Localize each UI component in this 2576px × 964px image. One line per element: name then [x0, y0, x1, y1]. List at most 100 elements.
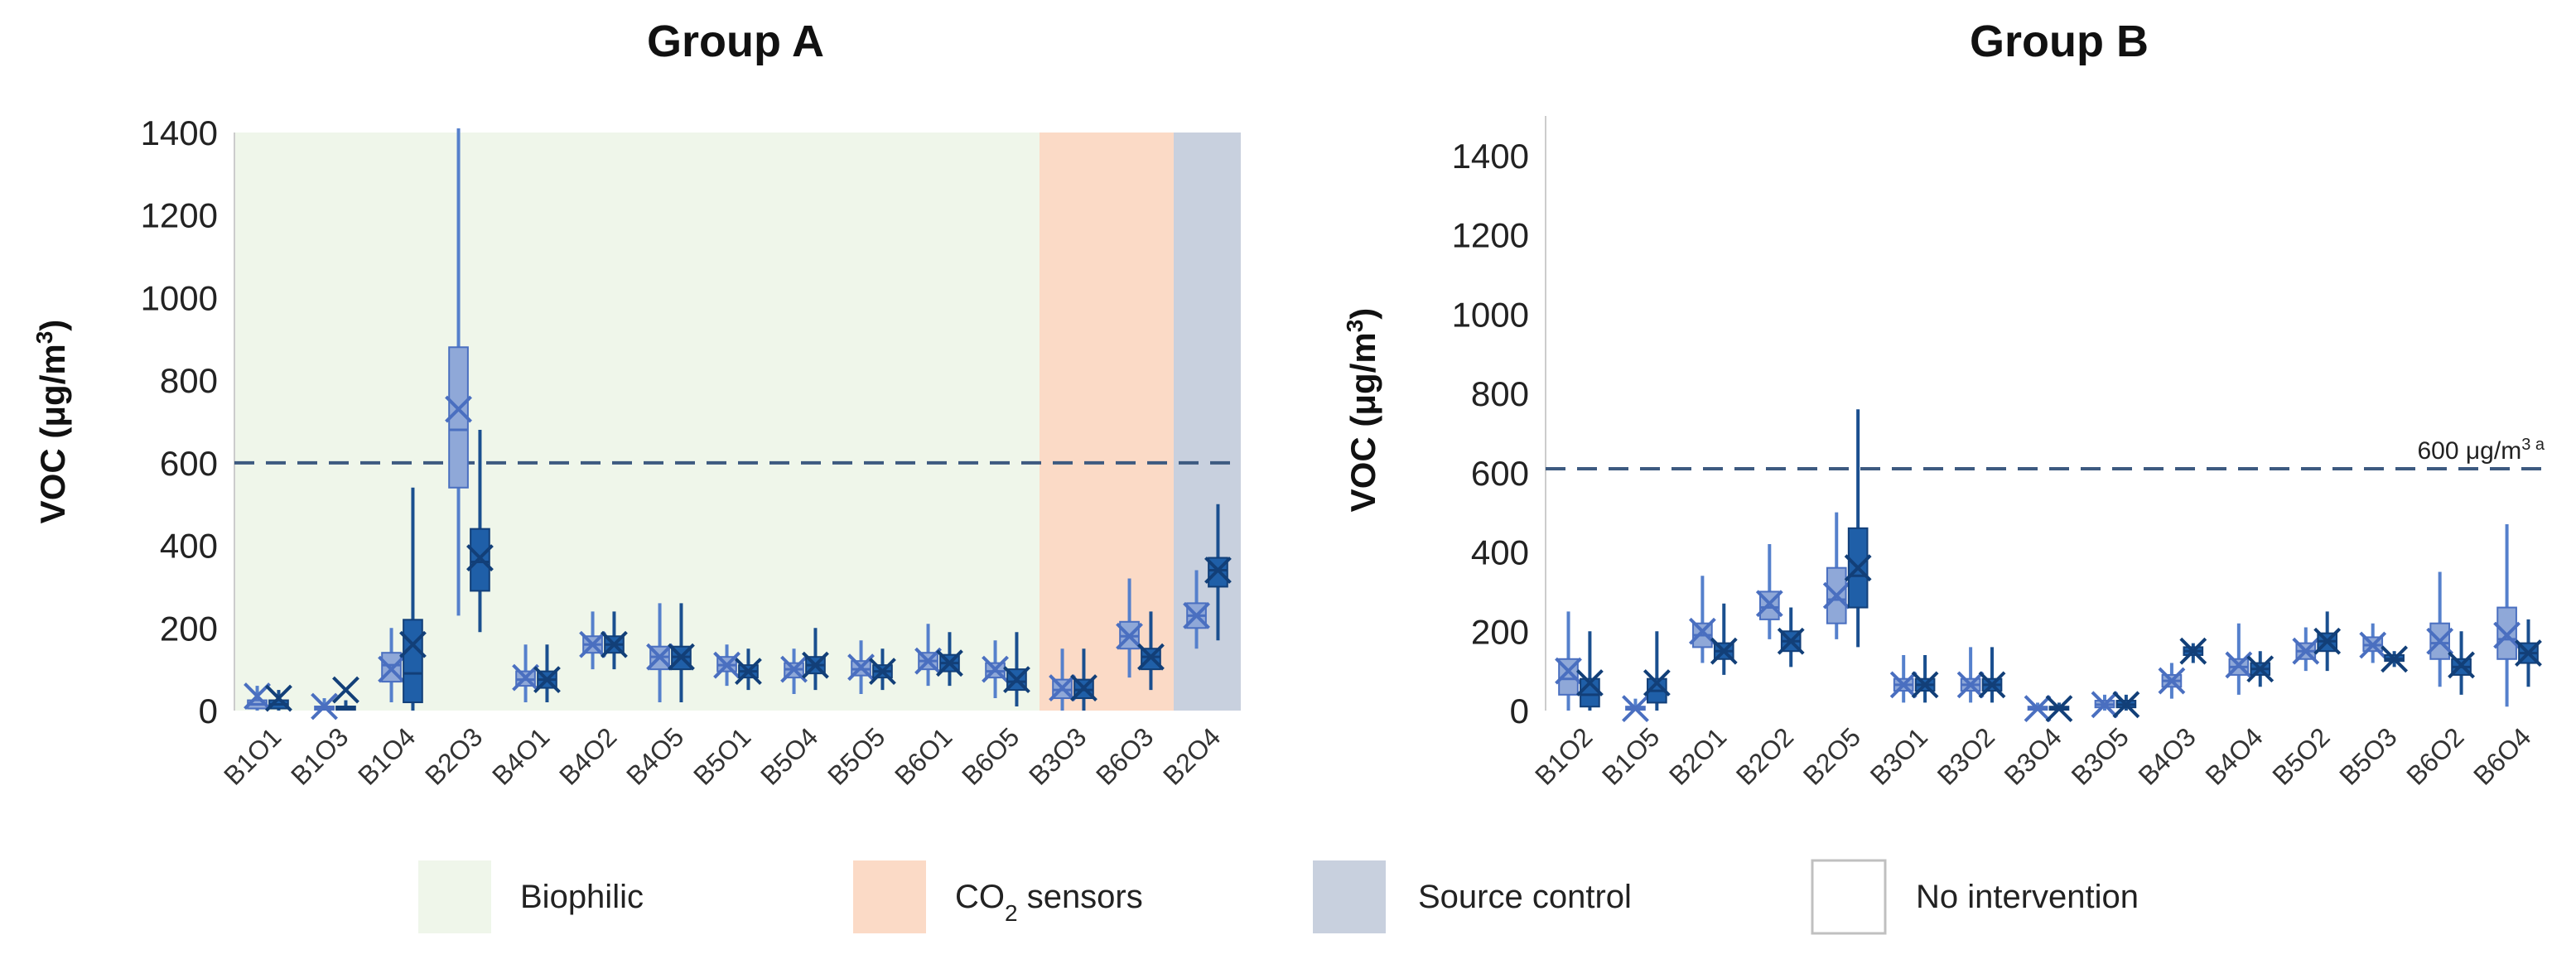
box-before-B4O4 [2225, 623, 2253, 695]
x-tick-label: B3O1 [1864, 721, 1933, 790]
box-after-B6O5 [1003, 632, 1030, 707]
mean-marker [466, 544, 494, 571]
mean-marker [2359, 631, 2387, 659]
legend-label-co2: CO2 sensors [955, 879, 1143, 926]
mean-marker [1978, 671, 2006, 699]
mean-marker [2292, 637, 2320, 665]
y-tick-label: 1000 [141, 278, 218, 317]
box-plots [244, 128, 1232, 721]
intervention-regions [234, 133, 1241, 711]
x-tick-label: B5O1 [687, 721, 756, 790]
box-after-B6O1 [936, 632, 963, 687]
box-after-B3O5 [2112, 691, 2140, 719]
x-tick-labels: B1O1B1O3B1O4B2O3B4O1B4O2B4O5B5O1B5O4B5O5… [218, 721, 1226, 790]
chart-title: Group A [647, 17, 824, 66]
mean-marker [1911, 671, 1939, 699]
mean-marker [847, 653, 875, 682]
mean-marker [1070, 674, 1097, 701]
box-before-B6O3 [1116, 578, 1143, 678]
x-tick-label: B4O2 [553, 721, 622, 790]
box-before-B3O3 [1049, 648, 1076, 711]
box-after-B1O2 [1576, 631, 1604, 711]
y-tick-label: 600 [1471, 454, 1529, 493]
mean-marker [512, 663, 539, 692]
box-after-B3O4 [2045, 695, 2073, 723]
box-before-B1O1 [244, 682, 271, 711]
box-before-B2O2 [1755, 543, 1783, 639]
mean-marker [2024, 695, 2052, 723]
y-tick-label: 600 [160, 444, 218, 483]
mean-marker [646, 643, 673, 671]
box-after-B4O2 [601, 611, 628, 670]
box-before-B2O3 [445, 128, 472, 616]
x-tick-label: B1O5 [1596, 721, 1665, 790]
mean-marker [445, 395, 472, 423]
legend-swatch-biophilic [418, 860, 491, 933]
box-before-B4O1 [512, 644, 539, 703]
box-after-B6O4 [2515, 619, 2542, 687]
box-before-B5O2 [2292, 627, 2320, 672]
region-biophilic [234, 133, 1040, 711]
box-after-B2O4 [1204, 504, 1232, 641]
box-before-B5O1 [713, 644, 740, 687]
legend-swatch-source-control [1313, 860, 1386, 933]
mean-marker [1204, 557, 1232, 584]
y-tick-labels: 0 200 400 600 800 1000 1200 1400 [1452, 137, 1529, 730]
box-before-B4O2 [579, 611, 606, 670]
mean-marker [1844, 554, 1872, 582]
y-tick-label: 400 [1471, 533, 1529, 572]
x-tick-label: B6O5 [956, 721, 1025, 790]
mean-marker [1956, 671, 1985, 699]
x-tick-label: B6O4 [2467, 721, 2536, 790]
mean-marker [1137, 643, 1165, 671]
x-tick-label: B6O1 [889, 721, 958, 790]
x-tick-label: B5O2 [2266, 721, 2335, 790]
box-before-B4O3 [2158, 663, 2186, 699]
mean-marker [2426, 627, 2454, 655]
mean-marker [2515, 639, 2542, 668]
mean-marker [399, 630, 427, 658]
box-before-B4O5 [646, 603, 673, 703]
mean-marker [601, 630, 628, 658]
y-tick-label: 1200 [141, 196, 218, 235]
box-before-B1O2 [1555, 611, 1582, 711]
x-tick-label: B5O4 [755, 721, 823, 790]
box-after-B1O5 [1643, 631, 1671, 711]
mean-marker [2091, 691, 2119, 719]
box-after-B4O5 [668, 603, 695, 703]
box-before-B3O1 [1889, 654, 1918, 703]
box-after-B1O4 [399, 487, 427, 711]
mean-marker [982, 655, 1009, 683]
y-axis-label: VOC (μg/m3) [31, 320, 73, 524]
y-tick-label: 1400 [1452, 137, 1529, 176]
x-tick-label: B4O4 [2199, 721, 2268, 790]
box-before-B3O2 [1956, 647, 1985, 703]
mean-marker [1755, 590, 1783, 618]
iqr-box [403, 619, 423, 704]
box-after-B2O5 [1844, 409, 1872, 648]
x-tick-label: B5O5 [822, 721, 890, 790]
x-tick-label: B5O3 [2333, 721, 2402, 790]
box-after-B6O2 [2448, 631, 2475, 695]
x-tick-label: B2O4 [1157, 721, 1226, 790]
y-tick-label: 1400 [141, 113, 218, 152]
x-tick-label: B2O1 [1663, 721, 1732, 790]
mean-marker [2225, 651, 2253, 679]
x-tick-label: B3O4 [1999, 721, 2067, 790]
box-before-B6O4 [2493, 524, 2521, 707]
legend-swatch-co2 [853, 860, 926, 933]
x-tick-label: B4O3 [2132, 721, 2201, 790]
mean-marker [1049, 674, 1076, 701]
box-after-B2O2 [1777, 607, 1805, 668]
mean-marker [332, 676, 359, 704]
mean-marker [2158, 667, 2186, 695]
box-before-B5O4 [780, 648, 808, 695]
x-tick-label: B2O3 [419, 721, 488, 790]
mean-marker [1116, 622, 1143, 650]
x-tick-label: B2O2 [1730, 721, 1799, 790]
box-before-B6O1 [914, 624, 942, 687]
mean-marker [1622, 695, 1649, 723]
mean-marker [244, 682, 271, 710]
legend: Biophilic CO2 sensors Source control No … [418, 859, 2139, 935]
